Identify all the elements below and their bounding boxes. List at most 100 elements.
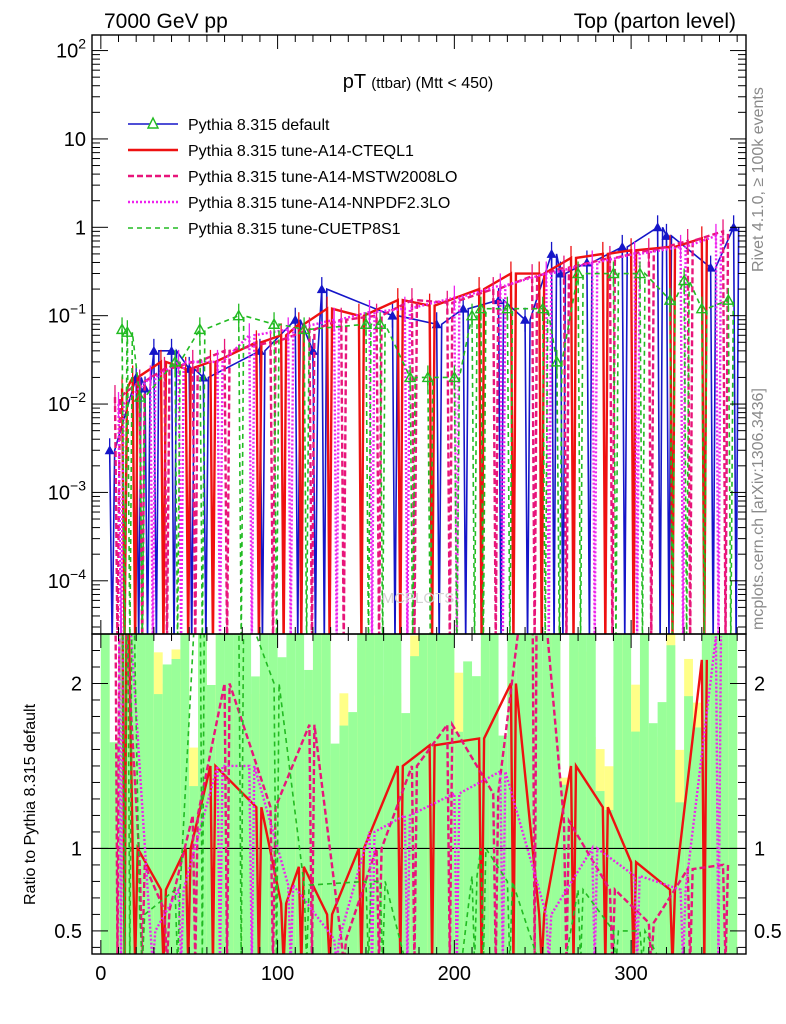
y-tick-label: 10−2 [48,389,86,416]
data-point-marker [474,302,488,314]
data-point-marker [677,274,691,286]
y-tick-label: 10−4 [48,566,86,593]
header-process: Top (parton level) [573,10,736,33]
data-point-marker [607,267,620,279]
plot-title-text: pT (ttbar) (Mtt < 450) [343,71,494,93]
legend-entry-nnpdf: Pythia 8.315 tune-A14-NNPDF2.3LO [128,195,450,212]
ratio-line-nnpdf [117,634,723,954]
ratio-band-inner [595,791,605,954]
legend-entry-cuetp: Pythia 8.315 tune-CUETP8S1 [128,116,401,238]
data-point-marker [652,222,663,232]
data-point-marker [232,309,245,321]
ratio-band-inner [286,634,296,954]
ratio-band-inner [233,634,243,954]
ratio-band-inner [542,634,552,954]
y-tick-label: 102 [56,36,86,63]
ratio-band-inner [242,634,252,954]
y-tick-label: 1 [75,217,86,239]
ratio-line-mstw [114,634,730,954]
main-series-group [104,215,740,634]
ratio-series-lines [92,634,746,954]
ratio-band-inner [427,634,437,954]
ratio-y-tick-label: 2 [71,673,82,695]
data-point-marker [148,345,159,355]
data-point-marker [536,302,549,314]
legend-entry-default: Pythia 8.315 default [128,117,330,134]
ratio-band-inner [710,634,720,954]
data-point-marker [550,355,564,367]
ratio-band-inner [189,786,199,954]
data-point-marker [520,314,531,324]
data-point-marker [633,267,647,279]
ratio-band-inner [365,634,375,954]
ratio-band-inner [657,702,667,954]
legend-label: Pythia 8.315 default [188,117,330,134]
ratio-band-inner [374,634,384,954]
ratio-band-inner [560,784,570,954]
series-line-cteql1 [120,236,709,634]
ratio-band-inner [295,634,305,954]
ratio-band-inner [383,634,393,954]
ratio-band-inner [525,634,534,954]
data-point-marker [571,267,585,279]
legend-label: Pythia 8.315 tune-A14-MSTW2008LO [188,169,457,186]
ratio-band-inner [586,634,596,954]
legend-marker [146,116,160,129]
data-point-marker [695,302,709,314]
data-point-marker [663,293,677,305]
data-point-marker [387,310,398,320]
ratio-band-inner [268,634,278,954]
ratio-band-inner [445,634,455,954]
ratio-series-mstw [114,634,730,954]
ratio-band-inner [392,634,402,954]
series-line-nnpdf [117,234,723,634]
data-point-marker [133,390,146,402]
ratio-band-inner [578,634,587,954]
ratio-band-inner [480,634,490,954]
plot-title: pT (ttbar) (Mtt < 450) [343,71,494,93]
data-point-marker [617,241,628,251]
data-point-marker [267,317,281,329]
ratio-band-inner [321,634,331,954]
ratio-band-inner [436,634,446,954]
ratio-band-inner [472,676,481,954]
ratio-band-inner [498,735,508,954]
ratio-y-tick-label-right: 1 [754,838,765,860]
y-tick-label: 10 [64,129,86,151]
ratio-band-inner [604,809,614,954]
series-cteql1 [120,226,709,634]
ratio-band-inner [153,694,163,954]
ratio-band-inner [648,723,658,954]
data-point-marker [448,371,461,383]
data-point-marker [307,345,318,355]
legend: Pythia 8.315 default Pythia 8.315 tune-A1… [128,116,457,238]
ratio-band-inner [719,634,729,954]
ratio-y-tick-label-right: 0.5 [754,921,782,943]
ratio-line-cuetp [121,634,658,954]
ratio-band-inner [675,802,685,954]
data-point-marker [403,371,417,383]
ratio-band-inner [224,634,234,954]
ratio-band-inner [516,634,526,954]
legend-label: Pythia 8.315 tune-A14-CTEQL1 [188,143,414,160]
data-point-marker [297,322,311,335]
ratio-band-inner [454,731,464,954]
data-point-marker [359,317,373,329]
ratio-y-tick-label: 1 [71,838,82,860]
data-point-marker [546,248,557,258]
data-point-marker [290,314,301,324]
ratio-y-tick-label: 0.5 [54,921,82,943]
ratio-band-inner [357,634,366,954]
ratio-band-inner [162,664,172,954]
ratio-band-inner [684,696,693,954]
header-energy: 7000 GeV pp [104,10,228,33]
ratio-band-inner [145,634,154,954]
data-point-marker [166,345,177,355]
series-line-cuetp [121,271,735,634]
x-tick-label: 100 [261,963,294,985]
ratio-band-inner [100,634,110,954]
ratio-band-inner [180,634,190,954]
ratio-band-inner [339,725,349,954]
x-tick-label: 200 [438,963,471,985]
